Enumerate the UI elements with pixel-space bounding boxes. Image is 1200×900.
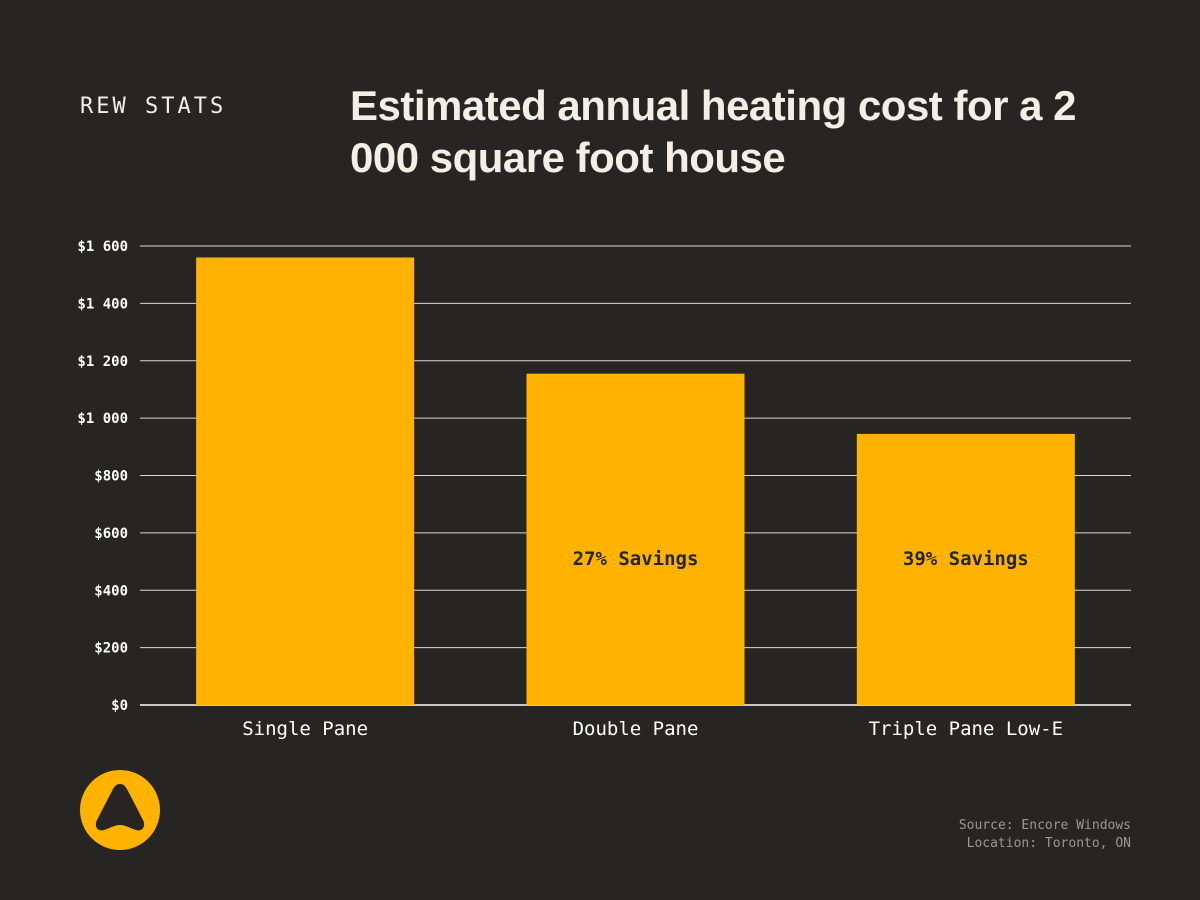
y-tick-label: $400 [94,583,128,599]
y-axis-ticks: $0 $200 $400 $600 $800 $1 000 $1 200 $1 400 $1 6… [77,239,128,714]
y-tick-label: $1 600 [77,239,128,255]
bar [526,373,745,705]
bar [196,257,415,705]
x-axis-labels: Single Pane Double Pane Triple Pane Low-E [242,718,1063,740]
source-line: Source: Encore Windows [958,818,1131,833]
bar-chart: $0 $200 $400 $600 $800 $1 000 $1 200 $1 400 $1 6… [77,239,1131,740]
bar-data-label: 39% Savings [903,548,1029,570]
location-line: Location: Toronto, ON [966,836,1131,851]
y-tick-label: $600 [94,526,128,542]
y-tick-label: $0 [111,698,128,714]
y-tick-label: $1 000 [77,411,128,427]
triangle-logo-icon [80,770,160,850]
chart-title: Estimated annual heating cost for a 2 00… [350,82,1077,181]
data-labels: 27% Savings 39% Savings [573,548,1029,570]
y-tick-label: $1 400 [77,296,128,312]
brand-label: REW STATS [80,94,227,119]
source-note: Source: Encore Windows Location: Toronto… [959,817,1131,853]
bar [856,433,1075,705]
y-tick-label: $800 [94,469,128,485]
y-tick-label: $200 [94,641,128,657]
x-category-label: Single Pane [242,718,368,740]
x-category-label: Double Pane [573,718,699,740]
bars [196,257,1075,705]
bar-data-label: 27% Savings [573,548,699,570]
x-category-label: Triple Pane Low-E [869,718,1063,740]
y-tick-label: $1 200 [77,354,128,370]
